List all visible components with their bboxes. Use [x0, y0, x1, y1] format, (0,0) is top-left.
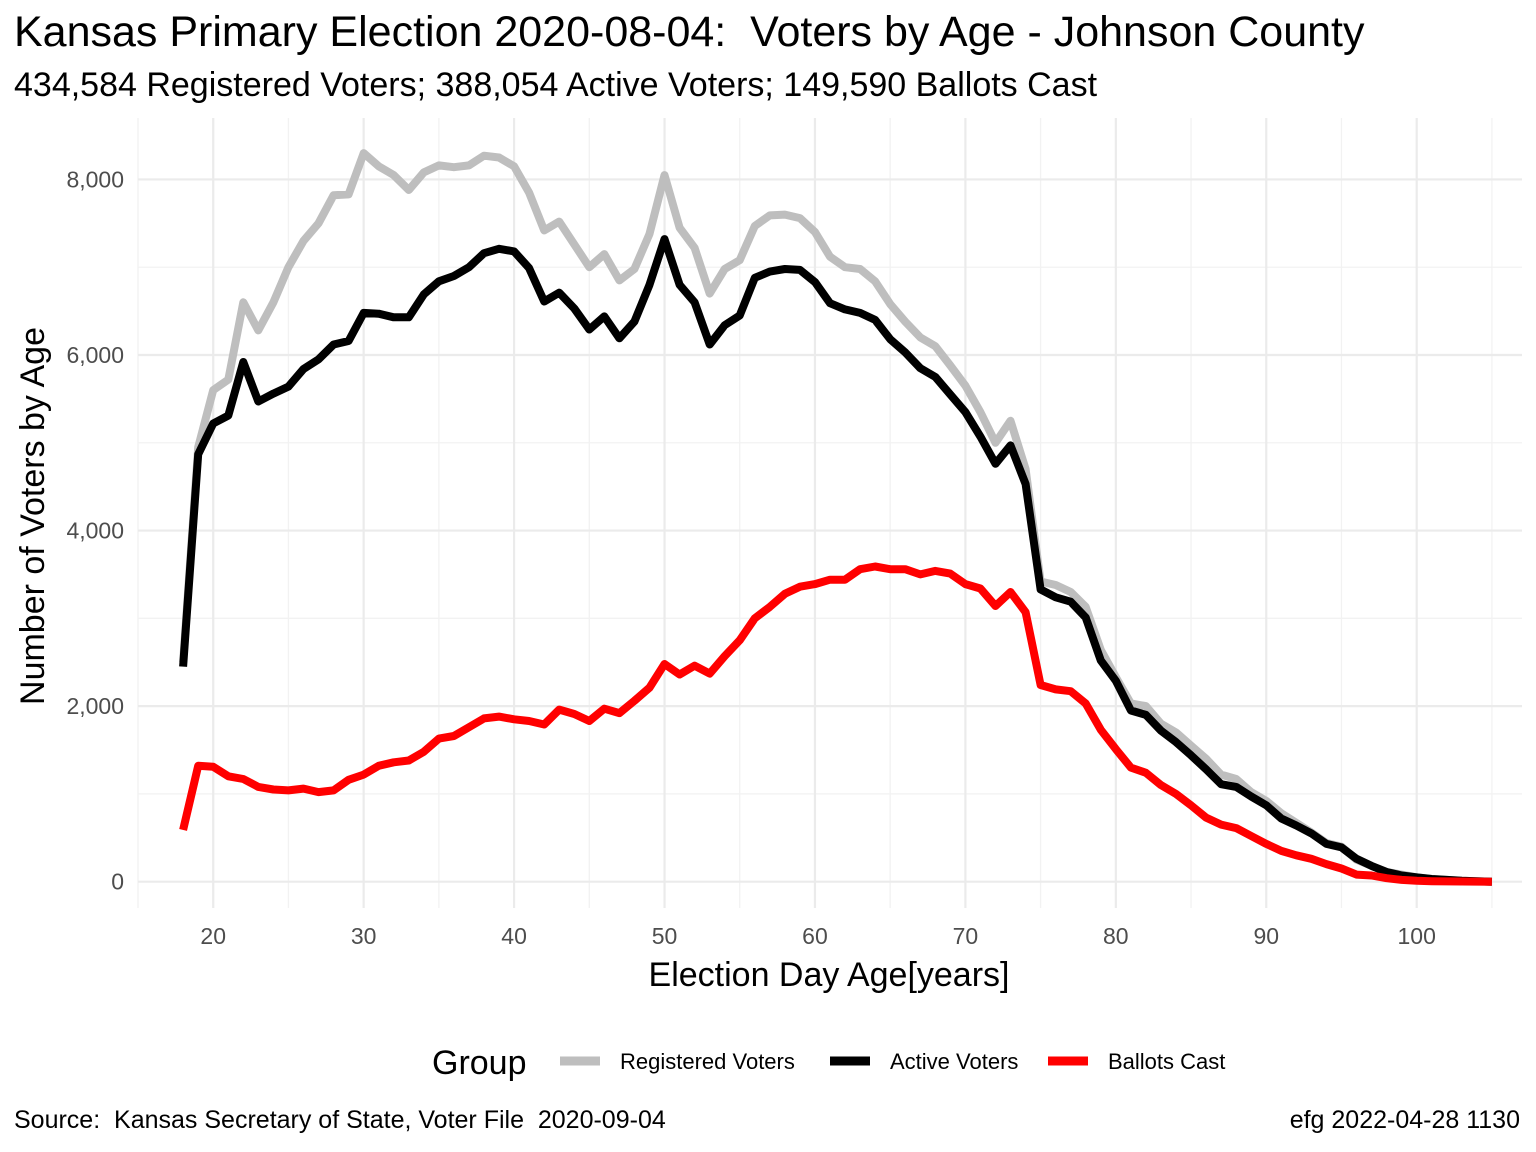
y-tick-label: 0: [111, 869, 124, 895]
chart-canvas: 20 30 40 50 60 70 80 90 100 0 2,000 4,000 6,000 8,00…: [14, 118, 1522, 1082]
legend-label-ballots-cast: Ballots Cast: [1108, 1049, 1225, 1074]
series-line-active-voters: [179, 235, 1493, 886]
x-tick-label: 30: [351, 923, 377, 949]
series-line-registered-voters: [179, 149, 1493, 886]
y-tick-label: 2,000: [66, 693, 124, 719]
x-tick-label: 50: [652, 923, 678, 949]
credit-caption: efg 2022-04-28 1130: [1289, 1106, 1520, 1134]
x-tick-label: 100: [1398, 923, 1436, 949]
legend-title: Group: [432, 1044, 527, 1082]
series-line-ballots-cast: [179, 562, 1492, 886]
y-tick-labels: 0 2,000 4,000 6,000 8,000: [66, 166, 124, 894]
x-axis-title: Election Day Age[years]: [649, 956, 1010, 994]
x-tick-label: 90: [1253, 923, 1279, 949]
grid-minor: [137, 118, 1522, 908]
legend-label-active-voters: Active Voters: [890, 1049, 1018, 1074]
y-axis-title: Number of Voters by Age: [14, 327, 52, 705]
y-tick-label: 8,000: [66, 166, 124, 192]
x-tick-label: 70: [953, 923, 979, 949]
x-tick-label: 40: [501, 923, 527, 949]
x-tick-labels: 20 30 40 50 60 70 80 90 100: [200, 923, 1435, 949]
y-tick-label: 6,000: [66, 342, 124, 368]
y-tick-label: 4,000: [66, 518, 124, 544]
legend: Group Registered Voters Active Voters Ball…: [432, 1044, 1225, 1082]
grid-major: [138, 118, 1522, 908]
legend-label-registered-voters: Registered Voters: [620, 1049, 795, 1074]
x-tick-label: 20: [200, 923, 226, 949]
source-caption: Source: Kansas Secretary of State, Voter…: [14, 1106, 666, 1134]
chart-subtitle: 434,584 Registered Voters; 388,054 Activ…: [14, 66, 1098, 104]
series-layer: [179, 149, 1493, 886]
chart-title: Kansas Primary Election 2020-08-04: Vote…: [14, 8, 1365, 56]
x-tick-label: 80: [1103, 923, 1129, 949]
x-tick-label: 60: [802, 923, 828, 949]
